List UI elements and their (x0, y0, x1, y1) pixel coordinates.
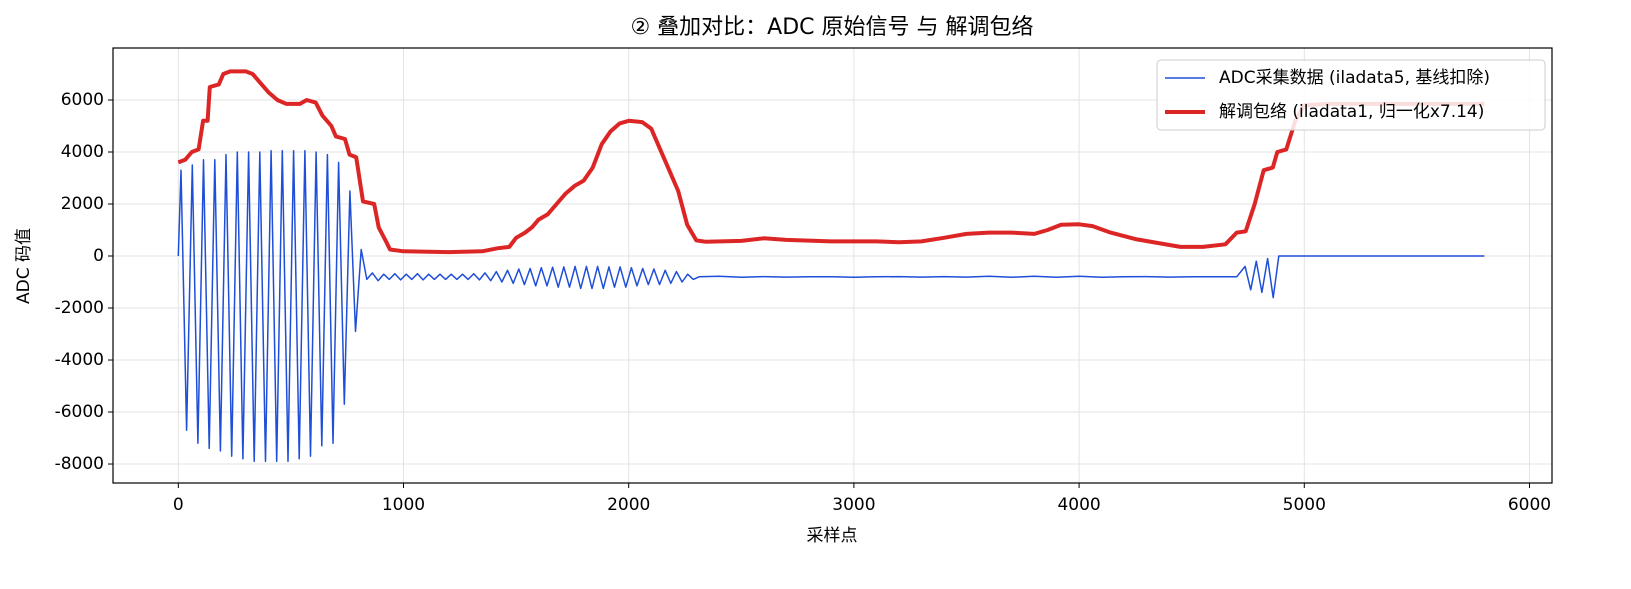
series-line (177, 69, 1485, 255)
y-tick-label: -4000 (55, 350, 104, 370)
legend-label: ADC采集数据 (iladata5, 基线扣除) (1219, 68, 1490, 88)
y-tick-label: -8000 (55, 454, 104, 474)
y-tick-label: -2000 (55, 298, 104, 318)
y-tick-label: 6000 (61, 90, 104, 110)
x-tick-label: 6000 (1508, 495, 1551, 515)
legend-label: 解调包络 (iladata1, 归一化x7.14) (1219, 102, 1484, 122)
plot-frame (112, 47, 1553, 484)
x-tick-label: 3000 (832, 495, 875, 515)
x-tick-label: 0 (173, 495, 184, 515)
y-tick-label: 0 (93, 246, 104, 266)
legend-box (1156, 59, 1546, 131)
x-tick-label: 5000 (1283, 495, 1326, 515)
x-tick-label: 1000 (382, 495, 425, 515)
x-tick-label: 2000 (607, 495, 650, 515)
chart-title: ② 叠加对比：ADC 原始信号 与 解调包络 (630, 15, 1033, 40)
series-line (177, 149, 1485, 463)
y-axis-label: ADC 码值 (14, 228, 34, 304)
x-axis-label: 采样点 (807, 526, 858, 546)
x-tick-label: 4000 (1057, 495, 1100, 515)
y-tick-label: -6000 (55, 402, 104, 422)
y-tick-label: 2000 (61, 194, 104, 214)
y-tick-label: 4000 (61, 142, 104, 162)
